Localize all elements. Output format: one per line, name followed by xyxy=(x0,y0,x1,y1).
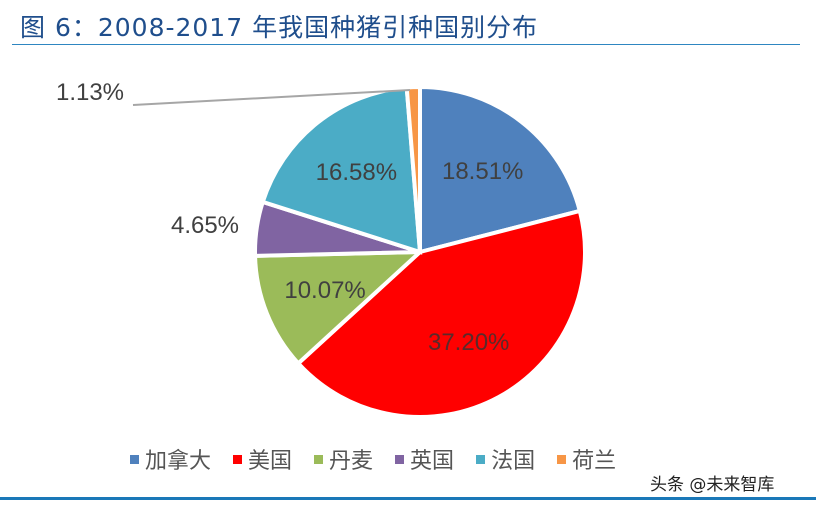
legend-swatch xyxy=(557,454,567,464)
legend-item-usa: 美国 xyxy=(233,443,292,475)
pie-slice-canada xyxy=(418,84,583,255)
data-label-netherlands: 1.13% xyxy=(56,79,124,106)
data-label-canada: 18.51% xyxy=(442,158,523,185)
legend-item-netherlands: 荷兰 xyxy=(557,443,616,475)
legend-item-uk: 英国 xyxy=(395,443,454,475)
pie-slice-denmark xyxy=(252,249,426,367)
legend-label: 加拿大 xyxy=(145,449,212,474)
title-divider xyxy=(12,44,800,45)
legend-item-denmark: 丹麦 xyxy=(314,443,373,475)
legend-label: 丹麦 xyxy=(329,449,374,474)
data-label-uk: 4.65% xyxy=(171,212,239,239)
pie-slice-france xyxy=(260,85,423,255)
legend-label: 美国 xyxy=(248,449,293,474)
pie-slice-netherlands xyxy=(404,84,422,253)
pie-slice-usa xyxy=(295,208,587,419)
data-label-denmark: 10.07% xyxy=(284,277,365,304)
legend-swatch xyxy=(476,454,486,464)
legend-swatch xyxy=(314,454,324,464)
watermark: 头条 @未来智库 xyxy=(650,475,775,495)
legend-item-france: 法国 xyxy=(476,443,535,475)
legend-label: 法国 xyxy=(491,449,536,474)
legend-swatch xyxy=(130,454,139,464)
legend-swatch xyxy=(395,454,405,464)
legend-swatch xyxy=(233,454,243,464)
data-label-france: 16.58% xyxy=(316,159,397,186)
legend-item-canada: 加拿大 xyxy=(130,443,211,475)
legend-label: 荷兰 xyxy=(572,449,617,474)
leader-line xyxy=(132,89,411,106)
data-label-usa: 37.20% xyxy=(428,329,509,356)
bottom-divider xyxy=(0,497,816,500)
chart-title: 图 6：2008-2017 年我国种猪引种国别分布 xyxy=(20,13,539,42)
legend-label: 英国 xyxy=(410,449,455,474)
legend: 加拿大 美国 丹麦 英国 法国 荷兰 xyxy=(130,443,616,475)
